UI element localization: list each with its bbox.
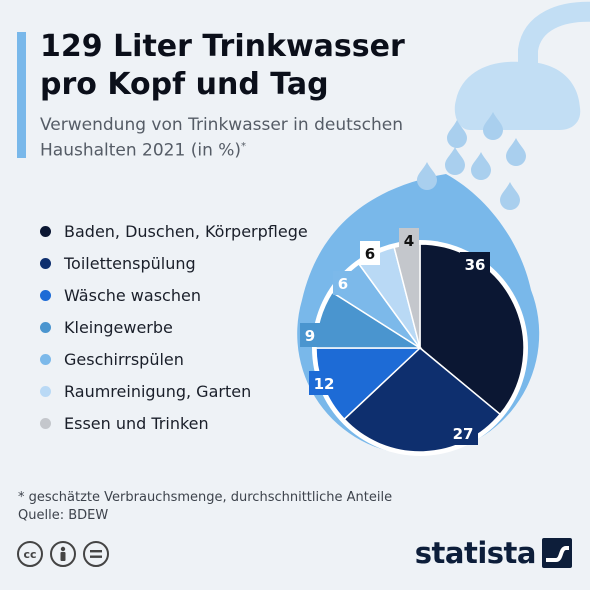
legend-label: Raumreinigung, Garten — [64, 381, 252, 401]
legend-item: Kleingewerbe — [40, 311, 308, 343]
data-label-box — [448, 421, 478, 445]
legend-label: Baden, Duschen, Körperpflege — [64, 221, 308, 241]
droplet-icon — [417, 162, 437, 190]
legend-item: Essen und Trinken — [40, 407, 308, 439]
legend-swatch — [40, 385, 51, 397]
attribution-icon[interactable] — [50, 541, 76, 567]
legend-swatch — [40, 353, 51, 365]
legend-label: Geschirrspülen — [64, 349, 184, 369]
legend-item: Baden, Duschen, Körperpflege — [40, 215, 308, 247]
chart-subtitle: Verwendung von Trinkwasser in deutschen … — [40, 114, 440, 162]
data-label-box — [300, 323, 320, 347]
subtitle-text: Verwendung von Trinkwasser in deutschen … — [40, 115, 403, 161]
legend-swatch — [40, 417, 51, 429]
chart-title: 129 Liter Trinkwasser pro Kopf und Tag — [40, 29, 405, 102]
statista-logo[interactable]: statista — [415, 536, 572, 570]
pie-slice — [419, 243, 525, 416]
legend-label: Wäsche waschen — [64, 285, 201, 305]
data-label: 27 — [453, 425, 474, 443]
title-accent-bar — [17, 32, 26, 158]
legend-swatch — [40, 289, 51, 301]
data-label-box — [399, 228, 419, 252]
data-label: 9 — [305, 327, 315, 345]
data-label: 4 — [404, 232, 414, 250]
legend-swatch — [40, 321, 51, 333]
statista-mark-icon — [542, 538, 572, 568]
creative-commons-icon[interactable]: cc — [17, 541, 43, 567]
legend-item: Wäsche waschen — [40, 279, 308, 311]
legend-swatch — [40, 257, 51, 269]
falling-droplets — [417, 112, 526, 210]
shower-head-icon — [454, 61, 581, 130]
droplet-icon — [506, 138, 526, 166]
droplet-icon — [471, 152, 491, 180]
droplet-icon — [500, 182, 520, 210]
droplet-icon — [447, 120, 467, 148]
subtitle-footnote-mark: * — [241, 141, 247, 152]
data-label: 36 — [465, 256, 486, 274]
legend-swatch — [40, 225, 51, 237]
legend-item: Toilettenspülung — [40, 247, 308, 279]
no-derivatives-icon[interactable] — [83, 541, 109, 567]
data-label-box — [309, 371, 339, 395]
footnote: * geschätzte Verbrauchsmenge, durchschni… — [18, 490, 393, 505]
legend-label: Essen und Trinken — [64, 413, 209, 433]
shower-pipe-icon — [518, 1, 590, 84]
legend-label: Toilettenspülung — [64, 253, 196, 273]
data-label-box — [460, 252, 490, 276]
license-icons: cc — [17, 541, 109, 567]
data-label-box — [333, 271, 353, 295]
brand-name: statista — [414, 536, 537, 570]
chart-legend: Baden, Duschen, Körperpflege Toilettenspü… — [40, 215, 308, 439]
data-label: 6 — [365, 245, 375, 263]
legend-item: Raumreinigung, Garten — [40, 375, 308, 407]
data-label: 12 — [314, 375, 335, 393]
legend-label: Kleingewerbe — [64, 317, 173, 337]
droplet-icon — [483, 112, 503, 140]
source-note: Quelle: BDEW — [18, 508, 109, 523]
data-label: 6 — [338, 275, 348, 293]
pie-data-labels: 36 27 12 9 66 4 — [300, 228, 490, 445]
legend-item: Geschirrspülen — [40, 343, 308, 375]
droplet-icon — [445, 147, 465, 175]
data-label-box — [360, 241, 380, 265]
